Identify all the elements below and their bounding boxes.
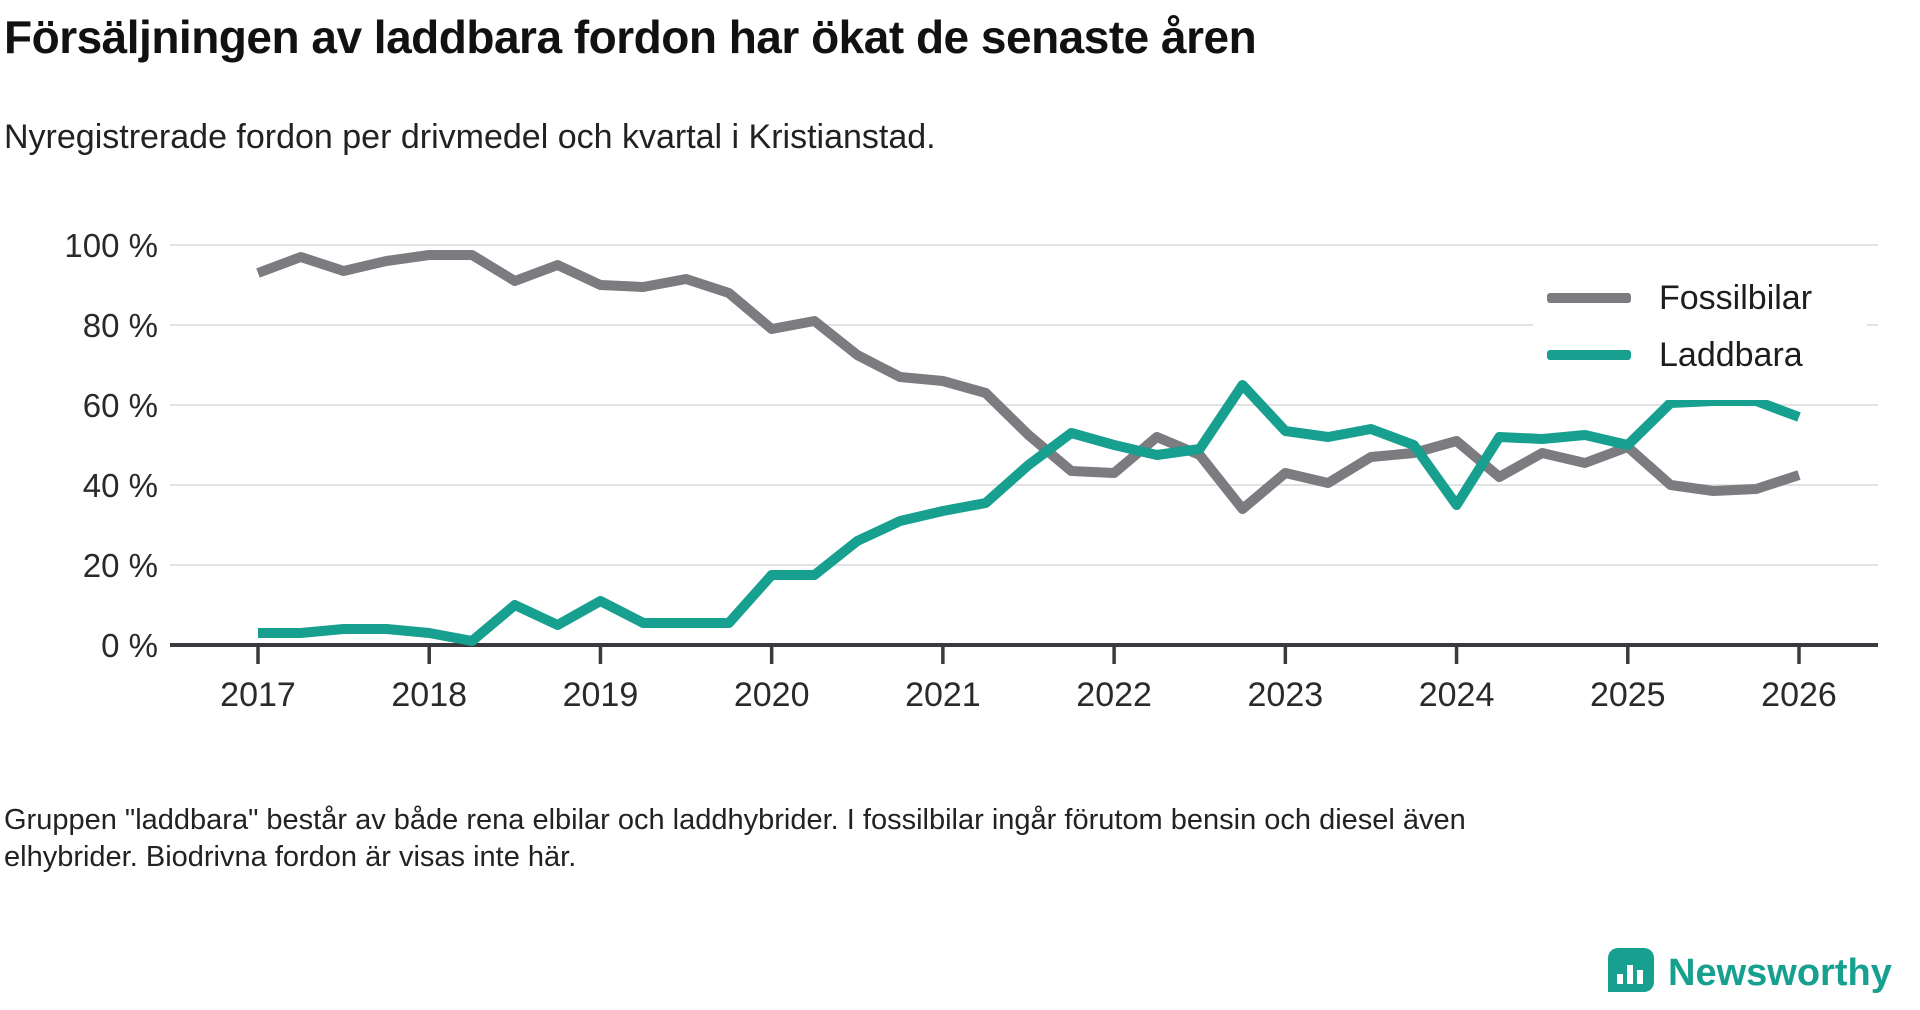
x-tick-label: 2019 [563,676,639,714]
legend-item-laddbara: Laddbara [1547,335,1803,374]
x-tick-label: 2026 [1761,676,1837,714]
fossilbilar-line-swatch [1547,293,1631,303]
chart-title: Försäljningen av laddbara fordon har öka… [4,11,1257,63]
x-tick-label: 2025 [1590,676,1666,714]
series-line-fossilbilar [256,250,1801,514]
chart-subtitle: Nyregistrerade fordon per drivmedel och … [4,118,936,156]
footnote-line-1: Gruppen "laddbara" består av både rena e… [4,804,1466,836]
legend-label-fossilbilar: Fossilbilar [1659,278,1813,317]
x-tick-label: 2017 [220,676,296,714]
footnote-line-2: elhybrider. Biodrivna fordon är visas in… [4,841,577,873]
newsworthy-logo-icon [1606,946,1656,1001]
x-tick-label: 2021 [905,676,981,714]
newsworthy-brand-name: Newsworthy [1668,952,1892,994]
y-tick-label: 60 % [83,387,158,424]
laddbara-line-swatch [1547,350,1631,360]
y-tick-label: 20 % [83,547,158,584]
newsworthy-brand: Newsworthy [1606,946,1892,1001]
x-tick-label: 2023 [1248,676,1324,714]
footnote: Gruppen "laddbara" består av både rena e… [4,802,1466,876]
legend-item-fossilbilar: Fossilbilar [1547,278,1813,317]
y-tick-label: 100 % [64,227,158,264]
x-tick-label: 2022 [1076,676,1152,714]
y-tick-label: 80 % [83,307,158,344]
x-tick-label: 2018 [391,676,467,714]
series-line-laddbara [258,380,1801,646]
x-tick-label: 2024 [1419,676,1495,714]
y-tick-label: 0 % [101,627,158,664]
y-tick-label: 40 % [83,467,158,504]
legend-label-laddbara: Laddbara [1659,335,1803,374]
x-tick-label: 2020 [734,676,810,714]
legend: Fossilbilar Laddbara [1533,264,1867,400]
